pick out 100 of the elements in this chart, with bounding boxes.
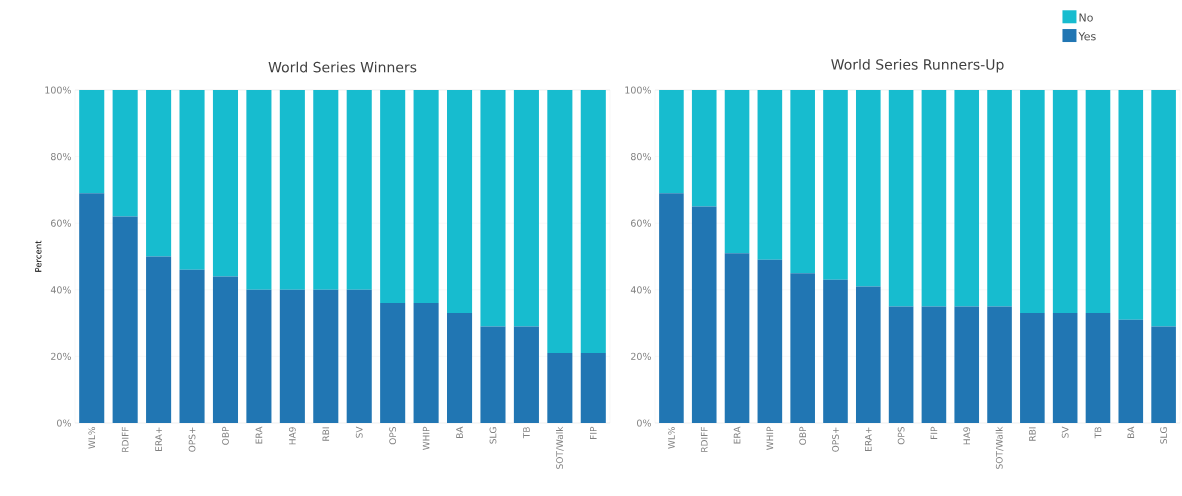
x-tick-label: RDIFF (700, 427, 708, 452)
bar (179, 90, 205, 270)
bar (1052, 90, 1078, 314)
bar (659, 90, 684, 194)
bar (146, 90, 172, 257)
bar (212, 90, 239, 277)
bar (179, 269, 205, 423)
y-axis-title: Percent (35, 240, 42, 272)
y-tick-label: 80% (51, 153, 71, 161)
bar (823, 279, 848, 423)
x-tick-label: SOT/Walk (995, 426, 1004, 469)
x-tick-label: TB (523, 427, 530, 439)
y-tick-label: 100% (45, 86, 71, 94)
x-tick-label: RBI (1029, 427, 1036, 441)
x-tick-label: BA (456, 426, 463, 438)
bar (313, 90, 339, 290)
bar (380, 303, 406, 423)
bar (413, 303, 439, 423)
bar (954, 90, 980, 307)
bar (1052, 313, 1078, 423)
x-tick-label: WL% (88, 427, 96, 449)
bar (580, 90, 606, 354)
x-tick-label: ERA+ (155, 427, 162, 451)
bar (888, 306, 914, 423)
bar (954, 306, 980, 423)
x-tick-label: HA9 (963, 427, 971, 445)
y-tick-label: 100% (625, 86, 651, 94)
bar (212, 276, 239, 423)
bar (480, 90, 506, 327)
x-tick-label: FIP (590, 426, 597, 439)
bar (346, 90, 372, 290)
legend-label: No (1079, 13, 1093, 22)
bar (313, 289, 339, 423)
bar (447, 90, 473, 314)
bar (1118, 319, 1144, 423)
y-tick-label: 20% (51, 352, 71, 360)
x-tick-label: HA9 (288, 427, 296, 445)
bar (790, 273, 815, 423)
bar (790, 90, 815, 274)
bar (246, 90, 272, 290)
bar (1118, 90, 1144, 320)
bar (659, 193, 684, 423)
x-tick-label: TB (1094, 427, 1102, 439)
bar (724, 90, 750, 254)
bar (413, 90, 439, 304)
x-tick-label: OBP (799, 426, 807, 445)
bar (987, 306, 1012, 423)
bar (855, 286, 881, 423)
bar (112, 90, 138, 217)
bar (921, 306, 947, 423)
chart-title: World Series Winners (268, 61, 417, 73)
bar (1151, 326, 1176, 423)
x-tick-label: OPS+ (188, 427, 196, 452)
bar (79, 90, 105, 194)
x-tick-label: RDIFF (121, 427, 129, 452)
bar (547, 353, 573, 423)
bar (1085, 90, 1111, 314)
x-tick-label: SLG (1160, 427, 1168, 444)
x-tick-label: RBI (322, 427, 330, 441)
bar (346, 289, 372, 423)
bar (1085, 313, 1111, 423)
bar (691, 206, 717, 423)
bar (279, 289, 305, 423)
x-tick-label: WL% (668, 427, 675, 449)
x-tick-label: FIP (930, 426, 938, 439)
bar (547, 90, 573, 354)
bar (79, 193, 105, 423)
y-tick-label: 40% (50, 286, 71, 294)
x-tick-label: SLG (489, 427, 497, 444)
chart-title: World Series Runners-Up (831, 58, 1004, 73)
x-tick-label: WHIP (766, 426, 774, 450)
x-tick-label: ERA (733, 426, 741, 444)
bar (279, 90, 305, 290)
bar (757, 90, 783, 260)
bar (823, 90, 848, 280)
y-tick-label: 60% (631, 219, 651, 227)
y-tick-label: 60% (51, 219, 71, 227)
bar (855, 90, 881, 287)
x-tick-label: OPS (389, 427, 397, 445)
bar (513, 326, 539, 423)
bar (691, 90, 717, 207)
bar (447, 313, 473, 423)
x-tick-label: OPS (897, 427, 905, 445)
bar (480, 326, 506, 423)
x-tick-label: SV (1061, 426, 1069, 438)
bar (380, 90, 406, 304)
x-tick-label: BA (1127, 426, 1135, 438)
x-tick-label: OBP (222, 426, 229, 445)
x-tick-label: OPS+ (832, 427, 839, 452)
x-tick-label: ERA+ (865, 427, 872, 451)
legend-label: Yes (1078, 32, 1096, 41)
y-tick-label: 20% (631, 352, 651, 360)
x-tick-label: WHIP (422, 426, 430, 450)
bar (724, 253, 750, 423)
x-tick-label: SOT/Walk (556, 426, 564, 469)
x-tick-label: SV (355, 426, 363, 438)
y-tick-label: 0% (637, 419, 651, 427)
bar (888, 90, 914, 307)
x-tick-label: ERA (255, 426, 263, 444)
y-tick-label: 40% (630, 286, 651, 294)
